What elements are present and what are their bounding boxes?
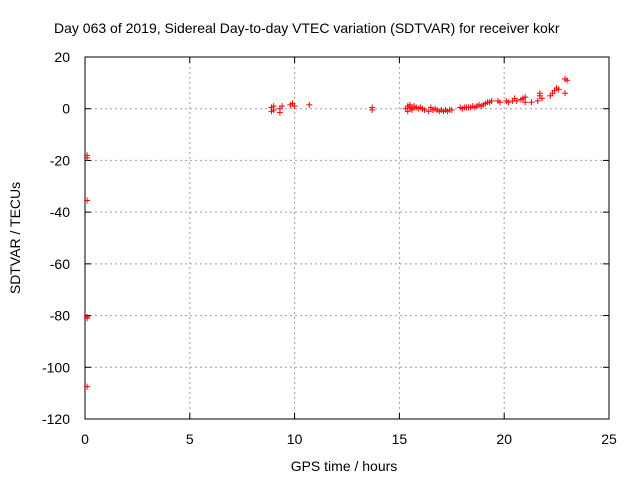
data-point (561, 90, 568, 97)
data-point (536, 90, 543, 97)
y-tick-label: -60 (50, 256, 70, 272)
data-point (522, 94, 529, 101)
y-tick-label: -120 (42, 411, 70, 427)
data-point (406, 101, 413, 108)
data-point (291, 103, 298, 110)
data-point (555, 86, 562, 93)
x-tick-label: 25 (601, 431, 617, 447)
x-tick-label: 15 (392, 431, 408, 447)
data-points (84, 75, 571, 390)
axis-ticks (84, 56, 610, 420)
data-point (84, 383, 91, 390)
data-point (279, 103, 286, 110)
data-point (404, 108, 411, 115)
x-tick-label: 20 (496, 431, 512, 447)
y-axis-label: SDTVAR / TECUs (7, 182, 23, 294)
plot-frame (84, 56, 610, 420)
y-tick-label: -80 (50, 308, 70, 324)
chart-title: Day 063 of 2019, Sidereal Day-to-day VTE… (54, 20, 560, 36)
data-point (448, 107, 455, 114)
data-point (369, 107, 376, 114)
data-point (84, 197, 91, 204)
data-point (84, 315, 91, 322)
x-tick-label: 0 (81, 431, 89, 447)
data-point (270, 107, 277, 114)
data-point (538, 95, 545, 102)
data-point (488, 97, 495, 104)
data-point (306, 101, 313, 108)
y-tick-label: -100 (42, 359, 70, 375)
data-point (408, 107, 415, 114)
grid (85, 57, 609, 419)
y-tick-label: -20 (50, 152, 70, 168)
y-tick-label: 20 (54, 49, 70, 65)
data-point (528, 99, 535, 106)
data-point (564, 77, 571, 84)
y-tick-label: -40 (50, 204, 70, 220)
data-point (534, 97, 541, 104)
data-point (497, 99, 504, 106)
data-point (513, 97, 520, 104)
data-point (505, 99, 512, 106)
data-point (425, 108, 432, 115)
data-point (421, 107, 428, 114)
x-axis-label: GPS time / hours (291, 458, 398, 474)
x-tick-label: 10 (287, 431, 303, 447)
x-tick-label: 5 (186, 431, 194, 447)
y-tick-label: 0 (62, 101, 70, 117)
data-point (84, 154, 91, 161)
data-point (276, 109, 283, 116)
data-point (522, 99, 529, 106)
axis-tick-labels: 0 5 10 15 20 25 -120 -100 -80 -60 -40 -20 0 20 (42, 49, 617, 447)
